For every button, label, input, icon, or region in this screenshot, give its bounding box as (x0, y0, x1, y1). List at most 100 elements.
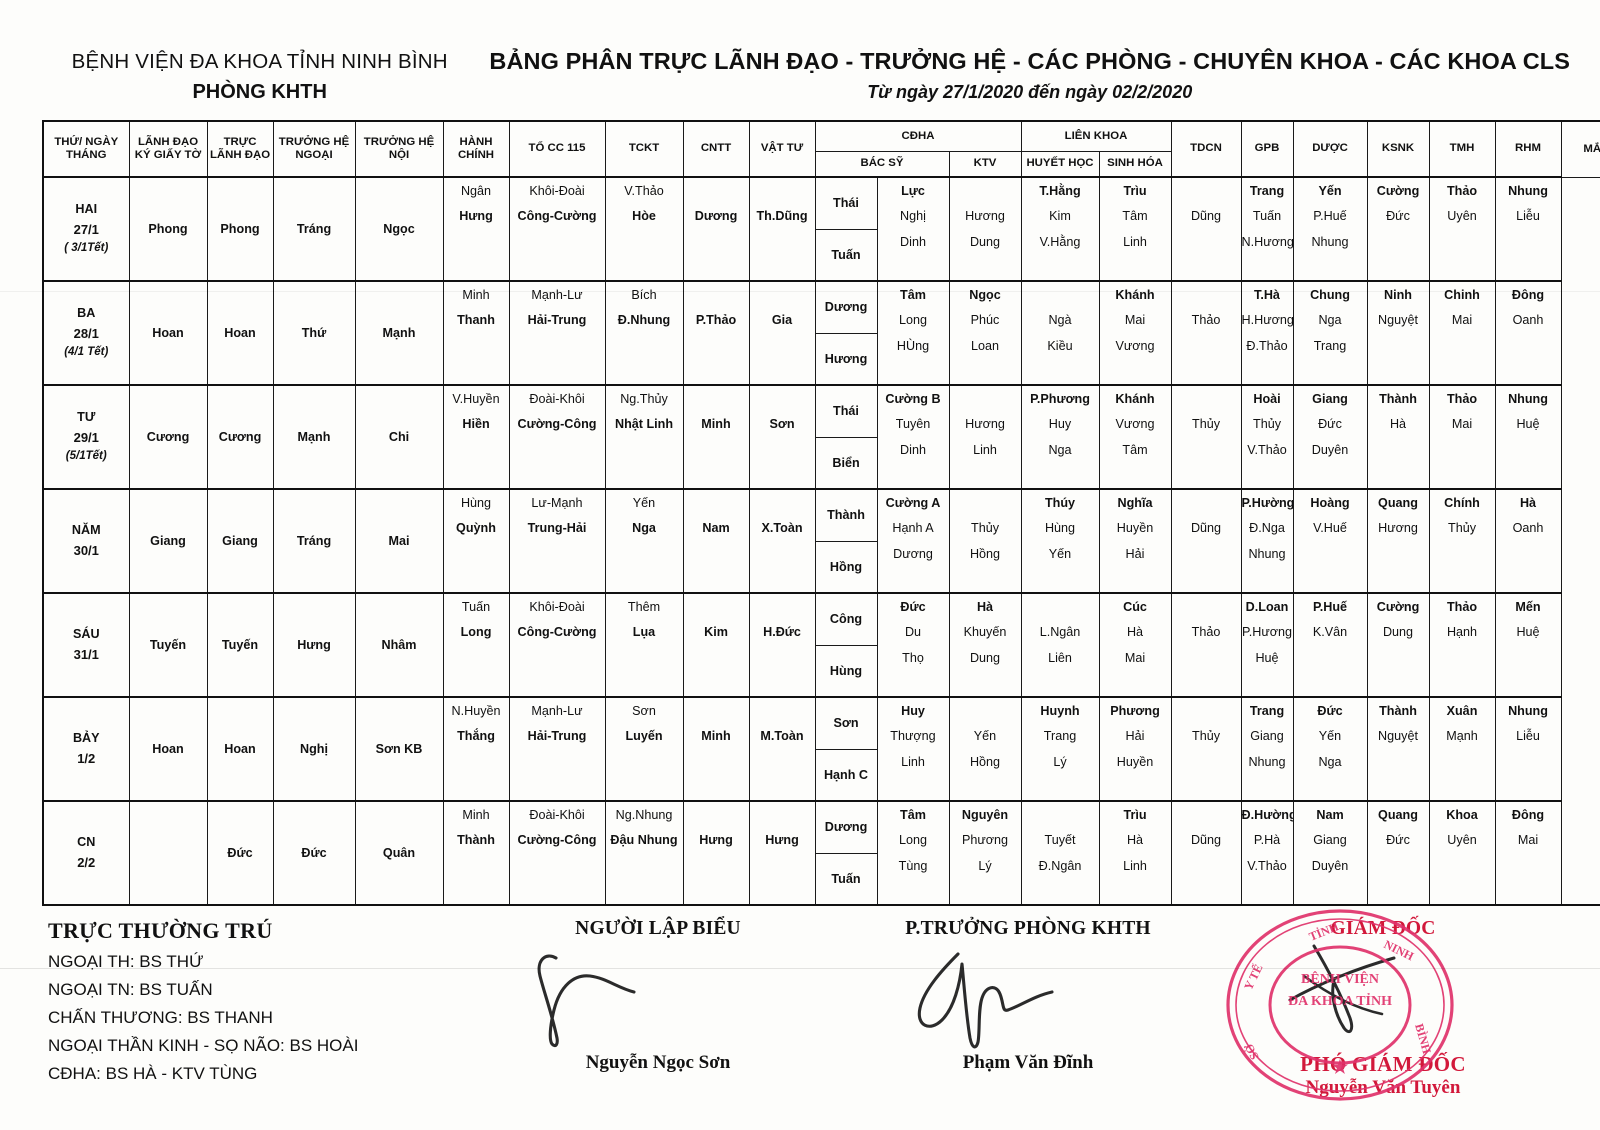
day-lunar: (5/1Tết) (65, 449, 107, 462)
cell-rhm (1428, 774, 1496, 802)
table-row: HAI 27/1( 3/1Tết) Phong Phong Tráng Ngọc Ngân K… (42, 176, 1600, 282)
resident-duty-line: NGOẠI TN: BS TUẤN (48, 980, 213, 999)
cell-tckt: Nga (604, 515, 684, 541)
cell-cntt (682, 566, 750, 594)
cell-tdcn (1098, 358, 1172, 386)
cell-cntt (682, 541, 750, 566)
day-cell: CN 2/2 (42, 800, 130, 906)
col-head-sinh-hoa: SINH HÓA (1098, 150, 1172, 178)
cell-lk-sinh-hoa: Huynh (1020, 696, 1100, 723)
cell-tckt: Đ.Nhung (604, 307, 684, 333)
table-row: Hưng Công-Cường Hòe Dương Th.Dũng Nghị Hương Ki… (43, 203, 1600, 229)
cell-lk-sinh-hoa: V.Hằng (1020, 229, 1100, 254)
cell-mat (1494, 437, 1562, 462)
cell-lk-huyet-hoc: Phương (948, 827, 1022, 853)
table-row (43, 462, 1600, 490)
col-head-cdha: CĐHA (814, 120, 1022, 152)
cell-tckt: Hòe (604, 203, 684, 229)
cell-cdha-ktv (876, 462, 950, 490)
cell-to-cc-115 (508, 462, 606, 490)
col-head-cdha-ktv: KTV (948, 150, 1022, 178)
cell-vat-tu: Th.Dũng (748, 203, 816, 229)
table-body: HAI 27/1( 3/1Tết) Phong Phong Tráng Ngọc Ngân K… (42, 176, 1600, 906)
cell-cntt (682, 462, 750, 490)
cell-hanh-chinh: Tuấn (442, 592, 510, 619)
cell-hanh-chinh (442, 541, 510, 566)
cell-hanh-chinh (442, 462, 510, 490)
cell-mat (1494, 566, 1562, 594)
cell-vat-tu (748, 437, 816, 462)
cell-duoc (1240, 878, 1294, 906)
cell-tdcn: Trìu (1098, 176, 1172, 203)
cell-to-cc-115 (508, 774, 606, 802)
table-header: THỨ/ NGÀY THÁNG LÃNH ĐẠO KÝ GIẤY TỜ TRỰC… (42, 120, 1600, 178)
cell-vat-tu: Gia (748, 307, 816, 333)
cell-lk-sinh-hoa: Huy (1020, 411, 1100, 437)
table-row: Hồng Dương Hồng Yến Hải Nhung (43, 541, 1600, 594)
cell-rhm (1428, 878, 1496, 906)
cell-gpb: Thủy (1170, 411, 1242, 437)
cell-cntt: Nam (682, 515, 750, 541)
cell-rhm: Thảo (1428, 384, 1496, 411)
cell-tmh: Quang (1366, 488, 1430, 515)
cell-lk-sinh-hoa: Đ.Ngân (1020, 853, 1100, 878)
cell-hanh-chinh: Quỳnh (442, 515, 510, 541)
cell-tdcn (1098, 566, 1172, 594)
cell-vat-tu (748, 774, 816, 802)
hospital-block: BỆNH VIỆN ĐA KHOA TỈNH NINH BÌNH PHÒNG K… (30, 38, 489, 104)
cell-hanh-chinh: Thanh (442, 307, 510, 333)
day-of-week: CN (77, 835, 96, 850)
cell-to-cc-115 (508, 749, 606, 774)
cell-cdha-ktv: Lực (876, 176, 950, 203)
cell-ksnk (1292, 774, 1368, 802)
cell-to-cc-115 (508, 254, 606, 282)
cell-hanh-chinh (442, 333, 510, 358)
cell-tckt (604, 853, 684, 878)
day-of-week: BA (77, 306, 96, 321)
cell-hanh-chinh: V.Huyền (442, 384, 510, 411)
cell-tckt: Nhật Linh (604, 411, 684, 437)
cell-cdha-doctor: Dương (814, 280, 878, 334)
cell-tckt (604, 437, 684, 462)
deputy-head-heading: P.TRƯỞNG PHÒNG KHTH (905, 918, 1151, 939)
table-row (43, 774, 1600, 802)
cell-tckt (604, 541, 684, 566)
cell-vat-tu (748, 280, 816, 307)
cell-truong-he-noi: Mai (354, 488, 444, 594)
day-cell: HAI 27/1 ( 3/1Tết) (42, 176, 130, 282)
cell-rhm: Chinh (1428, 280, 1496, 307)
cell-tdcn: Tâm (1098, 203, 1172, 229)
cell-tmh: Quang (1366, 800, 1430, 827)
cell-lanh-dao-ky: Hoan (128, 696, 208, 802)
cell-cdha-ktv: Cường B (876, 384, 950, 411)
cell-cntt (682, 254, 750, 282)
cell-ksnk (1292, 254, 1368, 282)
table-row: Hiền Cường-Công Nhật Linh Minh Sơn Tuyên Hương… (43, 411, 1600, 437)
cell-hanh-chinh: Minh (442, 280, 510, 307)
cell-lk-sinh-hoa: Thúy (1020, 488, 1100, 515)
cell-gpb (1170, 358, 1242, 386)
table-row (43, 566, 1600, 594)
cell-rhm: Mạnh (1428, 723, 1496, 749)
document-footer: TRỰC THƯỜNG TRÚ NGOẠI TH: BS THỨ NGOẠI TN… (0, 918, 1600, 1099)
cell-gpb (1170, 280, 1242, 307)
cell-hanh-chinh (442, 645, 510, 670)
cell-duoc (1240, 254, 1294, 282)
page-title: BẢNG PHÂN TRỰC LÃNH ĐẠO - TRƯỞNG HỆ - CÁ… (489, 48, 1570, 74)
cell-cntt: Minh (682, 723, 750, 749)
cell-hanh-chinh: N.Huyền (442, 696, 510, 723)
cell-cdha-ktv (876, 254, 950, 282)
cell-tmh (1366, 462, 1430, 490)
cell-ksnk (1292, 462, 1368, 490)
col-head-to-cc-115: TỔ CC 115 (508, 120, 606, 178)
cell-rhm (1428, 358, 1496, 386)
cell-ksnk: V.Huế (1292, 515, 1368, 541)
cell-to-cc-115: Lư-Mạnh (508, 488, 606, 515)
cell-vat-tu (748, 176, 816, 203)
cell-vat-tu (748, 749, 816, 774)
cell-lk-huyet-hoc (948, 462, 1022, 490)
date-range: Từ ngày 27/1/2020 đến ngày 02/2/2020 (867, 82, 1193, 102)
cell-cdha-doctor: Tuấn (814, 229, 878, 282)
cell-cdha-ktv: Tâm (876, 280, 950, 307)
cell-gpb (1170, 384, 1242, 411)
